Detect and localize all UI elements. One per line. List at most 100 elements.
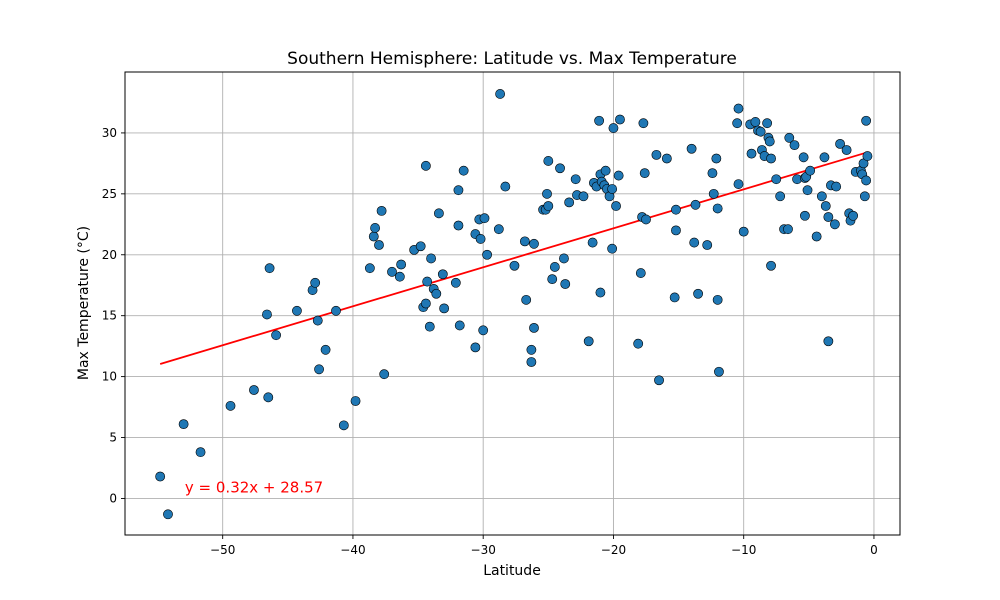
y-tick-label: 25	[102, 187, 117, 201]
data-point	[711, 153, 722, 164]
data-point	[733, 103, 744, 114]
data-point	[654, 375, 664, 386]
data-point	[746, 148, 757, 159]
y-tick-label: 10	[102, 370, 117, 384]
data-point	[543, 156, 554, 166]
y-tick-label: 30	[102, 126, 117, 140]
regression-line	[159, 151, 867, 365]
data-point	[368, 231, 379, 242]
data-point	[615, 114, 625, 125]
data-point	[394, 271, 405, 282]
data-point	[771, 174, 782, 185]
data-point	[470, 342, 481, 353]
data-point	[426, 253, 436, 264]
data-point	[519, 236, 530, 247]
data-point	[613, 170, 624, 181]
data-point	[559, 253, 569, 264]
data-point	[712, 203, 723, 214]
data-point	[529, 238, 539, 249]
data-point	[500, 181, 511, 192]
data-point	[707, 168, 718, 179]
data-point	[434, 208, 444, 219]
data-point	[639, 168, 650, 179]
data-point	[450, 277, 461, 288]
data-point	[331, 305, 341, 316]
data-point	[607, 184, 618, 194]
data-point	[733, 179, 744, 189]
data-point	[686, 143, 697, 154]
y-axis-label: Max Temperature (°C)	[76, 226, 92, 380]
data-point	[262, 309, 272, 320]
data-point	[310, 277, 321, 288]
x-tick-label: −50	[210, 543, 235, 557]
data-point	[712, 294, 723, 305]
data-point	[292, 305, 302, 316]
data-point	[848, 210, 859, 221]
data-point	[798, 152, 809, 163]
data-point	[543, 201, 554, 211]
data-point	[225, 400, 236, 411]
data-point	[453, 185, 464, 196]
data-point	[714, 366, 724, 377]
data-point	[784, 132, 795, 143]
data-point	[820, 201, 831, 211]
data-point	[819, 152, 830, 163]
data-point	[750, 117, 761, 127]
data-point	[595, 287, 606, 298]
data-point	[439, 303, 450, 314]
data-point	[555, 163, 565, 174]
y-tick-label: 0	[109, 491, 117, 505]
data-point	[320, 344, 331, 355]
data-point	[835, 138, 845, 149]
plot-frame	[124, 71, 901, 536]
data-point	[560, 279, 571, 289]
y-tick-label: 15	[102, 309, 117, 323]
y-tick-label: 5	[109, 431, 117, 445]
data-point	[641, 214, 651, 225]
data-point	[415, 241, 426, 252]
data-point	[453, 220, 464, 231]
data-point	[529, 322, 539, 333]
data-point	[374, 240, 384, 250]
data-point	[661, 153, 672, 164]
data-point	[783, 224, 793, 235]
data-point	[509, 260, 520, 271]
data-point	[789, 140, 800, 151]
data-point	[633, 338, 644, 349]
data-point	[859, 191, 870, 202]
data-point	[478, 325, 489, 336]
regression-line-group	[159, 151, 867, 365]
data-point	[738, 226, 749, 237]
data-point	[364, 263, 375, 274]
data-point	[811, 231, 822, 242]
data-point	[312, 315, 323, 326]
data-point	[422, 276, 433, 287]
data-point	[608, 123, 619, 133]
data-point	[831, 181, 842, 192]
data-point	[350, 396, 361, 406]
data-point	[755, 126, 766, 137]
data-point	[564, 197, 575, 208]
data-point	[600, 165, 611, 176]
data-point	[611, 201, 621, 211]
data-point	[482, 249, 493, 260]
data-point	[693, 288, 704, 299]
data-point	[264, 263, 275, 274]
data-point	[766, 153, 776, 164]
x-tick-label: −40	[340, 543, 365, 557]
data-point	[702, 240, 713, 250]
data-point	[437, 269, 448, 280]
data-point	[862, 151, 873, 161]
data-point	[671, 225, 681, 236]
data-point	[587, 237, 598, 248]
x-tick-label: −20	[601, 543, 626, 557]
data-point	[431, 288, 442, 299]
data-point	[479, 213, 490, 224]
data-point	[823, 212, 834, 222]
data-point	[475, 234, 486, 244]
chart-title: Southern Hemisphere: Latitude vs. Max Te…	[287, 49, 737, 69]
data-point	[607, 243, 618, 254]
data-point	[638, 118, 649, 129]
data-point	[594, 115, 605, 126]
